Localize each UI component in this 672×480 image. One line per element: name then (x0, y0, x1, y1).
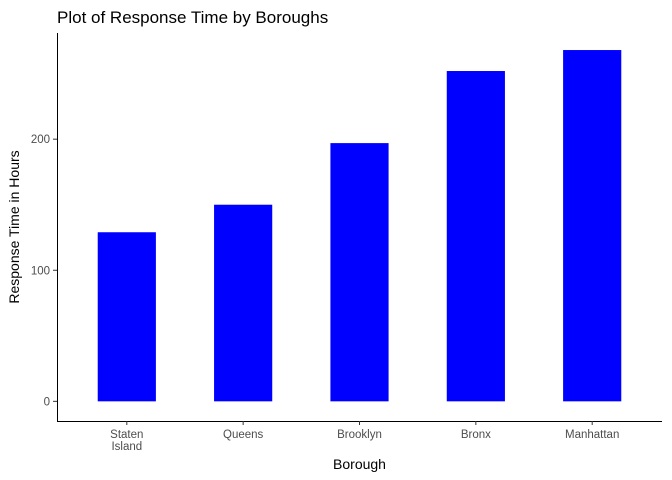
x-tick-label-line: Manhattan (565, 429, 619, 441)
bar-staten-island (97, 232, 156, 402)
x-axis-title: Borough (333, 456, 386, 472)
x-tick-label: Queens (223, 429, 264, 441)
chart-title: Plot of Response Time by Boroughs (57, 8, 328, 27)
bar-bronx (446, 71, 505, 402)
x-tick-label: Manhattan (565, 429, 619, 441)
x-tick-label-line: Bronx (461, 429, 491, 441)
x-tick-label-line: Queens (223, 429, 264, 441)
x-tick-label: Staten Island (110, 429, 143, 453)
y-tick-label: 100 (31, 265, 50, 277)
x-tick-label-line: Staten (110, 429, 143, 441)
x-ticks-group: Staten Island Queens Brooklyn Bronx Manhattan (110, 421, 619, 453)
bar-brooklyn (330, 143, 389, 402)
bar-manhattan (563, 50, 622, 402)
y-ticks-group: 0 100 200 (31, 134, 57, 408)
bar-queens (214, 204, 273, 402)
x-tick-label-line: Island (111, 441, 142, 453)
y-axis-title: Response Time in Hours (6, 150, 22, 303)
x-tick-label-line: Brooklyn (337, 429, 382, 441)
y-tick-label: 200 (31, 134, 50, 146)
y-tick-label: 0 (44, 396, 50, 408)
x-tick-label: Brooklyn (337, 429, 382, 441)
x-tick-label: Bronx (461, 429, 491, 441)
bars-group (97, 50, 622, 402)
